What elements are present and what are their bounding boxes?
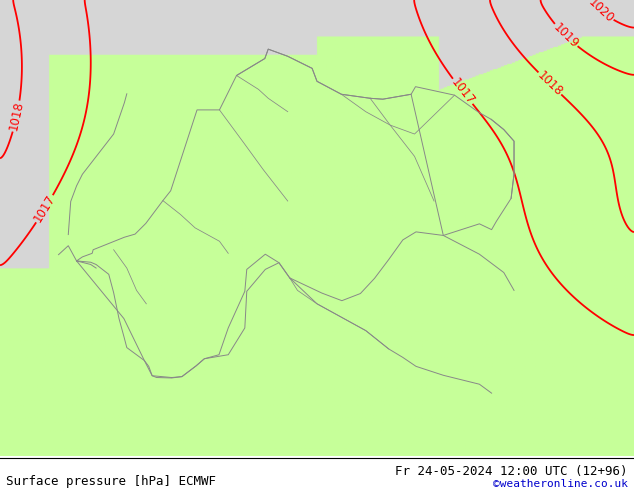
Text: 1019: 1019 bbox=[550, 21, 581, 50]
Text: Surface pressure [hPa] ECMWF: Surface pressure [hPa] ECMWF bbox=[6, 474, 216, 488]
Text: Fr 24-05-2024 12:00 UTC (12+96): Fr 24-05-2024 12:00 UTC (12+96) bbox=[395, 465, 628, 478]
Text: 1017: 1017 bbox=[31, 193, 58, 225]
Text: 1018: 1018 bbox=[7, 100, 26, 132]
Text: 1018: 1018 bbox=[534, 69, 565, 98]
Text: ©weatheronline.co.uk: ©weatheronline.co.uk bbox=[493, 479, 628, 489]
Text: 1020: 1020 bbox=[585, 0, 616, 25]
Text: 1017: 1017 bbox=[448, 75, 477, 107]
